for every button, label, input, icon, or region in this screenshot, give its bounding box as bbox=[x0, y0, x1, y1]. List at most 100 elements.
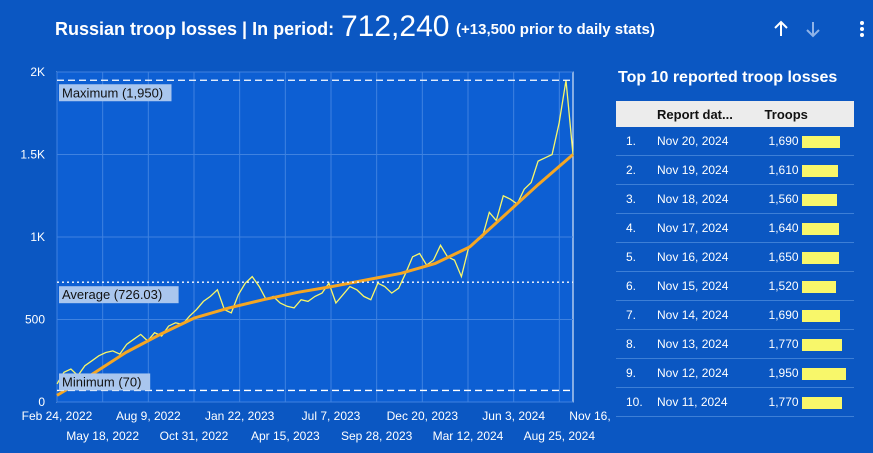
more-options-button[interactable] bbox=[850, 16, 873, 42]
row-troops: 1,690 bbox=[764, 300, 854, 330]
trend-line bbox=[56, 153, 574, 397]
row-date: Nov 12, 2024 bbox=[657, 358, 765, 388]
row-date: Nov 16, 2024 bbox=[657, 242, 765, 272]
table-row[interactable]: 8. Nov 13, 2024 1,770 bbox=[616, 329, 854, 359]
sort-ascending-button[interactable] bbox=[769, 16, 793, 42]
row-rank: 6. bbox=[616, 271, 658, 301]
row-troops-value: 1,770 bbox=[768, 395, 799, 409]
row-troops-value: 1,690 bbox=[768, 134, 799, 148]
row-date: Nov 11, 2024 bbox=[657, 387, 765, 417]
daily-losses-line bbox=[56, 80, 574, 385]
x-tick-label: Oct 31, 2022 bbox=[160, 429, 229, 443]
y-tick-label: 1.5K bbox=[20, 148, 45, 162]
row-date: Nov 19, 2024 bbox=[657, 155, 765, 185]
more-vert-icon bbox=[860, 21, 864, 37]
row-troops: 1,610 bbox=[764, 155, 854, 185]
row-troops-bar bbox=[801, 135, 840, 148]
row-troops: 1,770 bbox=[764, 329, 854, 359]
x-tick-label: Feb 24, 2022 bbox=[22, 409, 93, 423]
row-troops-value: 1,650 bbox=[768, 250, 799, 264]
row-troops-bar bbox=[801, 396, 842, 409]
row-troops-bar bbox=[801, 193, 837, 206]
sort-descending-button[interactable] bbox=[801, 16, 825, 42]
row-troops-value: 1,610 bbox=[768, 163, 799, 177]
x-tick-label: Sep 28, 2023 bbox=[341, 429, 413, 443]
reference-label: Maximum (1,950) bbox=[62, 85, 163, 100]
troop-losses-chart: 0 500 1K 1.5K 2K Feb 24, 2022 Aug 9, 2022 Jan 2… bbox=[20, 65, 610, 443]
table-row[interactable]: 6. Nov 15, 2024 1,520 bbox=[616, 271, 854, 301]
x-tick-label: Jul 7, 2023 bbox=[302, 409, 361, 423]
row-date: Nov 20, 2024 bbox=[657, 127, 765, 156]
x-tick-label: Jan 22, 2023 bbox=[205, 409, 275, 423]
row-troops-bar bbox=[801, 164, 838, 177]
row-rank: 1. bbox=[616, 127, 658, 156]
x-tick-label: Aug 9, 2022 bbox=[116, 409, 181, 423]
row-troops: 1,640 bbox=[764, 213, 854, 243]
row-date: Nov 13, 2024 bbox=[657, 329, 765, 359]
x-tick-label: Apr 15, 2023 bbox=[251, 429, 320, 443]
row-troops-value: 1,690 bbox=[768, 308, 799, 322]
row-rank: 7. bbox=[616, 300, 658, 330]
row-troops: 1,950 bbox=[764, 358, 854, 388]
page-title: Russian troop losses | In period: bbox=[55, 19, 335, 39]
row-date: Nov 15, 2024 bbox=[657, 271, 765, 301]
x-tick-label: May 18, 2022 bbox=[66, 429, 139, 443]
row-troops: 1,650 bbox=[764, 242, 854, 272]
row-rank: 3. bbox=[616, 184, 658, 214]
top10-title: Top 10 reported troop losses bbox=[618, 69, 838, 86]
row-troops: 1,560 bbox=[764, 184, 854, 214]
x-tick-label: Mar 12, 2024 bbox=[433, 429, 504, 443]
rank-column-header bbox=[616, 101, 658, 127]
reference-label-bg bbox=[59, 84, 172, 102]
row-troops-value: 1,950 bbox=[768, 366, 799, 380]
x-tick-label: Dec 20, 2023 bbox=[387, 409, 459, 423]
table-row[interactable]: 4. Nov 17, 2024 1,640 bbox=[616, 213, 854, 243]
x-tick-label: Aug 25, 2024 bbox=[524, 429, 596, 443]
table-row[interactable]: 3. Nov 18, 2024 1,560 bbox=[616, 184, 854, 214]
row-rank: 10. bbox=[616, 387, 658, 417]
row-rank: 5. bbox=[616, 242, 658, 272]
y-tick-label: 2K bbox=[30, 65, 45, 79]
x-tick-label: Jun 3, 2024 bbox=[482, 409, 545, 423]
total-losses-value: 712,240 bbox=[341, 10, 450, 43]
prior-stats-note: (+13,500 prior to daily stats) bbox=[456, 21, 655, 38]
arrow-down-icon bbox=[806, 22, 820, 38]
row-troops-bar bbox=[801, 338, 842, 351]
row-troops-value: 1,640 bbox=[768, 221, 799, 235]
row-rank: 9. bbox=[616, 358, 658, 388]
table-row[interactable]: 10. Nov 11, 2024 1,770 bbox=[616, 387, 854, 417]
reference-label-bg bbox=[59, 373, 151, 391]
row-troops-bar bbox=[801, 309, 840, 322]
row-date: Nov 17, 2024 bbox=[657, 213, 765, 243]
x-tick-label: Nov 16, 2024 bbox=[569, 409, 610, 423]
row-troops-bar bbox=[801, 251, 839, 264]
y-tick-label: 500 bbox=[25, 313, 45, 327]
y-tick-label: 1K bbox=[30, 230, 45, 244]
row-rank: 4. bbox=[616, 213, 658, 243]
troops-column-header[interactable]: Troops bbox=[764, 101, 854, 127]
row-troops: 1,690 bbox=[764, 127, 854, 156]
row-troops-bar bbox=[801, 222, 839, 235]
reference-label: Minimum (70) bbox=[62, 374, 141, 389]
table-row[interactable]: 5. Nov 16, 2024 1,650 bbox=[616, 242, 854, 272]
row-troops-value: 1,560 bbox=[768, 192, 799, 206]
reference-label-bg bbox=[59, 286, 179, 304]
row-troops-value: 1,520 bbox=[768, 279, 799, 293]
arrow-up-icon bbox=[774, 20, 788, 36]
y-tick-label: 0 bbox=[38, 395, 45, 409]
table-row[interactable]: 2. Nov 19, 2024 1,610 bbox=[616, 155, 854, 185]
row-rank: 8. bbox=[616, 329, 658, 359]
table-row[interactable]: 7. Nov 14, 2024 1,690 bbox=[616, 300, 854, 330]
reference-label: Average (726.03) bbox=[62, 287, 162, 302]
row-troops-value: 1,770 bbox=[768, 337, 799, 351]
row-date: Nov 18, 2024 bbox=[657, 184, 765, 214]
row-troops-bar bbox=[801, 367, 846, 380]
row-rank: 2. bbox=[616, 155, 658, 185]
date-column-header[interactable]: Report dat... bbox=[657, 101, 765, 127]
top10-header-row: Report dat... Troops bbox=[616, 101, 854, 127]
row-troops: 1,770 bbox=[764, 387, 854, 417]
row-troops-bar bbox=[801, 280, 836, 293]
header: Russian troop losses | In period: 712,24… bbox=[0, 0, 873, 60]
table-row[interactable]: 9. Nov 12, 2024 1,950 bbox=[616, 358, 854, 388]
table-row[interactable]: 1. Nov 20, 2024 1,690 bbox=[616, 127, 854, 156]
